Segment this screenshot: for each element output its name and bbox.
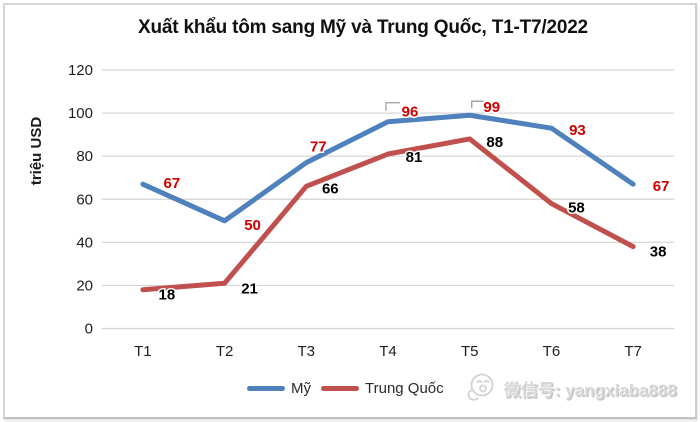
legend-item-my: Mỹ	[247, 380, 311, 397]
x-tick-label-T7: T7	[624, 343, 642, 360]
data-label-leader-0-4	[471, 100, 484, 109]
data-label-leader-0-3	[385, 101, 400, 111]
chat-face-icon	[467, 373, 494, 401]
data-label-1-T6: 58	[568, 200, 585, 217]
trung-quoc-series-swatch	[321, 386, 359, 391]
legend-item-trung-quoc: Trung Quốc	[321, 380, 444, 397]
y-axis-title: triệu USD	[28, 116, 45, 186]
y-tick-label-60: 60	[76, 191, 93, 208]
data-label-0-T6: 93	[569, 122, 586, 139]
data-label-1-T7: 38	[650, 244, 667, 261]
watermark-text: 微信号: yangxiaba888	[504, 380, 677, 400]
series-line-0	[140, 112, 636, 224]
chart-frame	[3, 3, 697, 419]
my-series-label: Mỹ	[291, 380, 311, 397]
x-tick-label-T1: T1	[134, 343, 152, 360]
y-tick-label-0: 0	[85, 321, 93, 338]
x-tick-label-T6: T6	[543, 343, 561, 360]
data-label-0-T7: 67	[653, 178, 670, 195]
y-tick-label-120: 120	[68, 62, 93, 79]
x-tick-label-T2: T2	[216, 343, 234, 360]
series-line-1	[140, 136, 636, 293]
y-tick-label-40: 40	[76, 234, 93, 251]
y-tick-label-80: 80	[76, 148, 93, 165]
trung-quoc-series-label: Trung Quốc	[365, 380, 444, 397]
x-tick-label-T3: T3	[298, 343, 316, 360]
data-label-0-T3: 77	[310, 139, 327, 156]
y-tick-label-100: 100	[68, 105, 93, 122]
legend: Mỹ Trung Quốc	[247, 380, 444, 397]
data-label-1-T5: 88	[486, 134, 503, 151]
data-label-0-T2: 50	[244, 217, 261, 234]
data-label-0-T5: 99	[483, 99, 500, 116]
chart-title: Xuất khẩu tôm sang Mỹ và Trung Quốc, T1-…	[138, 17, 588, 38]
data-label-1-T2: 21	[241, 280, 258, 297]
x-tick-label-T5: T5	[461, 343, 479, 360]
data-label-1-T4: 81	[406, 149, 423, 166]
data-label-1-T3: 66	[322, 180, 339, 197]
watermark: 微信号: yangxiaba888	[463, 372, 677, 404]
data-label-1-T1: 18	[159, 287, 176, 304]
data-label-0-T4: 96	[402, 104, 419, 121]
my-series-swatch	[247, 386, 285, 391]
y-tick-label-20: 20	[76, 277, 93, 294]
data-label-0-T1: 67	[164, 175, 181, 192]
x-tick-label-T4: T4	[379, 343, 397, 360]
